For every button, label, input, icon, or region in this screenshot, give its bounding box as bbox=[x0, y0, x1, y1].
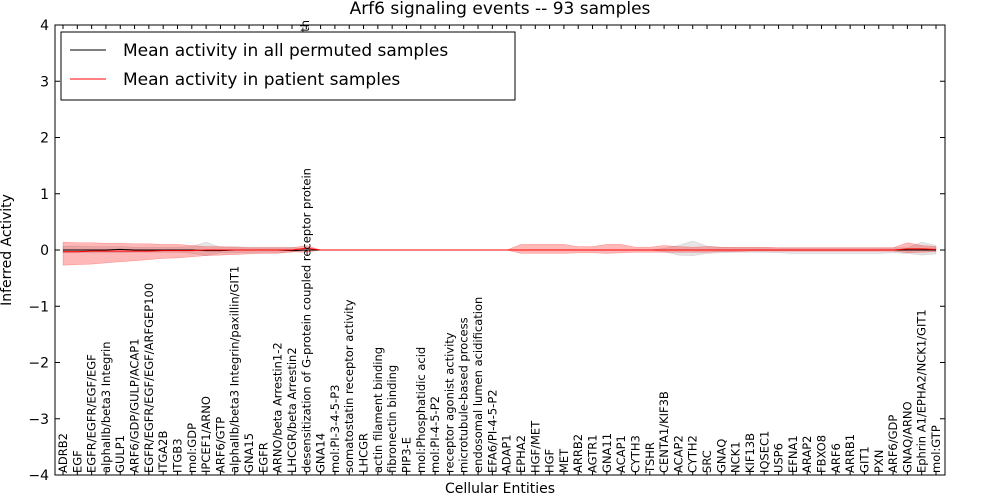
x-tick-label: PIP3-E bbox=[400, 437, 414, 473]
x-tick-label: mol:Phosphatidic acid bbox=[414, 347, 428, 473]
x-tick-label: USP6 bbox=[772, 443, 786, 473]
x-tick-label: ITGB3 bbox=[171, 438, 185, 473]
x-tick-label: EGFR/EGFR/EGF/EGF/ARFGEP100 bbox=[142, 283, 156, 473]
x-tick-label: ARRB1 bbox=[843, 434, 857, 473]
x-tick-label: SRC bbox=[700, 450, 714, 473]
x-tick-label: receptor agonist activity bbox=[442, 332, 456, 473]
x-tick-label: actin filament binding bbox=[371, 347, 385, 473]
x-tick-label: GNA11 bbox=[600, 433, 614, 473]
x-tick-label: ARAP2 bbox=[800, 435, 814, 473]
x-tick-label: HGF/MET bbox=[528, 420, 542, 473]
x-tick-label: CENTA1/KIF3B bbox=[657, 391, 671, 473]
legend: Mean activity in all permuted samples Me… bbox=[60, 31, 516, 101]
y-tick-label: 4 bbox=[40, 18, 49, 34]
x-tick-label: IQSEC1 bbox=[757, 431, 771, 473]
legend-box bbox=[60, 31, 516, 101]
x-tick-label: alphaIIb/beta3 Integrin bbox=[99, 341, 113, 473]
x-tick-label: CYTH3 bbox=[629, 435, 643, 473]
x-tick-label: ARRB2 bbox=[571, 434, 585, 473]
series-lines bbox=[63, 247, 937, 253]
x-tick-label: KIF13B bbox=[743, 433, 757, 473]
y-axis-label: Inferred Activity bbox=[0, 194, 15, 306]
x-tick-label: EFA6/PI-4-5-P2 bbox=[485, 389, 499, 473]
y-tick-label: −4 bbox=[28, 468, 49, 484]
x-tick-label: GNAQ bbox=[714, 439, 728, 473]
y-tick-label: −2 bbox=[28, 356, 49, 372]
x-tick-label: GIT1 bbox=[857, 446, 871, 473]
y-tick-label: −3 bbox=[28, 412, 49, 428]
x-tick-label: MET bbox=[557, 448, 571, 473]
x-tick-label: mol:GTP bbox=[929, 425, 943, 473]
x-tick-label: AGTR1 bbox=[586, 434, 600, 473]
x-tick-label: ARF6 bbox=[829, 443, 843, 473]
x-tick-label: alphaIIb/beta3 Integrin/paxillin/GIT1 bbox=[228, 266, 242, 473]
x-tick-label: PXN bbox=[872, 450, 886, 473]
x-tick-label: ARF6/GDP/GULP/ACAP1 bbox=[128, 338, 142, 473]
x-tick-label: GNA15 bbox=[242, 433, 256, 473]
x-tick-label: LHCGR/beta Arrestin2 bbox=[285, 347, 299, 473]
x-tick-label: IPCEF1/ARNO bbox=[199, 396, 213, 473]
y-tick-label: 1 bbox=[40, 187, 49, 203]
axis-ticks bbox=[55, 24, 945, 476]
x-tick-label: mol:PI-4-5-P2 bbox=[428, 396, 442, 473]
x-tick-label: desensitization of G-protein coupled rec… bbox=[299, 168, 313, 473]
y-tick-label: 2 bbox=[40, 131, 49, 147]
x-tick-label: Ephrin A1/EPHA2/NCK1/GIT1 bbox=[915, 309, 929, 473]
x-tick-label: NCK1 bbox=[729, 441, 743, 473]
x-tick-label: EGF bbox=[70, 450, 84, 473]
x-tick-label: EPHA2 bbox=[514, 435, 528, 473]
x-tick-label: EFNA1 bbox=[786, 435, 800, 473]
legend-label-permuted: Mean activity in all permuted samples bbox=[123, 41, 448, 61]
x-tick-label: ARF6/GTP bbox=[213, 417, 227, 473]
x-tick-label: ITGA2B bbox=[156, 431, 170, 474]
plot-frame bbox=[54, 24, 946, 476]
x-tick-label: ADAP1 bbox=[500, 434, 514, 473]
x-tick-label: EGFR bbox=[256, 442, 270, 473]
x-tick-labels: ADRB2 EGF EGFR/EGFR/EGF/EGF alphaIIb/beta3 … bbox=[56, 168, 943, 474]
x-tick-label: microtubule-based process bbox=[457, 317, 471, 473]
x-tick-label: mol:GDP bbox=[185, 423, 199, 473]
x-tick-label: somatostatin receptor activity bbox=[342, 299, 356, 473]
y-tick-labels: 4 3 2 1 0 −1 −2 −3 −4 bbox=[28, 18, 49, 484]
x-tick-label: fibronectin binding bbox=[385, 365, 399, 473]
x-tick-label: EGFR/EGFR/EGF/EGF bbox=[85, 354, 99, 473]
x-tick-label: FBXO8 bbox=[815, 435, 829, 473]
x-tick-label: ADRB2 bbox=[56, 433, 70, 473]
x-tick-label: TSHR bbox=[643, 442, 657, 474]
chart-title: Arf6 signaling events -- 93 samples bbox=[350, 0, 651, 19]
x-tick-label: ARNO/beta Arrestin1-2 bbox=[271, 342, 285, 473]
x-tick-label: CYTH2 bbox=[686, 435, 700, 473]
x-tick-label: GNAQ/ARNO bbox=[900, 401, 914, 473]
x-tick-label: ACAP2 bbox=[671, 435, 685, 473]
y-tick-label: 3 bbox=[40, 74, 49, 90]
legend-label-patient: Mean activity in patient samples bbox=[123, 70, 400, 90]
x-tick-label: GNA14 bbox=[314, 433, 328, 473]
x-tick-label: endosomal lumen acidification bbox=[471, 297, 485, 473]
x-tick-label: mol:PI-3-4-5-P3 bbox=[328, 385, 342, 473]
x-tick-label: ARF6/GDP bbox=[886, 415, 900, 473]
series-line-patient bbox=[63, 247, 937, 253]
y-tick-label: 0 bbox=[40, 243, 49, 259]
x-tick-label: LHCGR bbox=[357, 433, 371, 473]
x-tick-label: HGF bbox=[543, 449, 557, 473]
x-tick-label: ACAP1 bbox=[614, 435, 628, 473]
y-tick-label: −1 bbox=[28, 299, 49, 315]
x-axis-label: Cellular Entities bbox=[445, 481, 555, 497]
x-tick-label: GULP1 bbox=[113, 435, 127, 473]
